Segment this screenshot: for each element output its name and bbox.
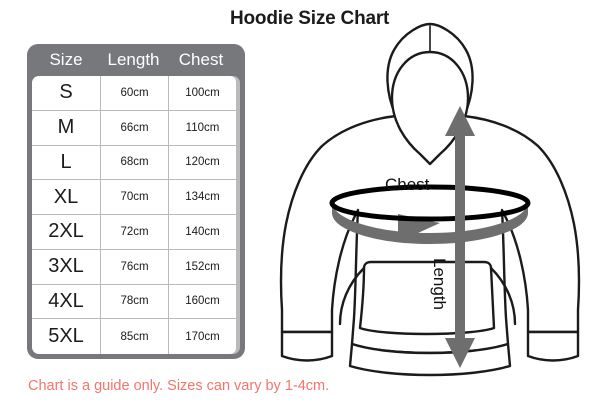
cell-chest: 160cm bbox=[169, 284, 236, 319]
chest-measure-indicator bbox=[329, 184, 531, 244]
length-arrow-head-top bbox=[445, 106, 475, 136]
length-measure-label: Length bbox=[430, 258, 449, 310]
cell-chest: 134cm bbox=[169, 180, 236, 214]
column-header-size: Size bbox=[49, 50, 83, 69]
cell-length: 68cm bbox=[101, 145, 168, 180]
table-row: M 66cm 110cm bbox=[32, 110, 240, 146]
cell-chest: 110cm bbox=[169, 110, 236, 145]
table-row: S 60cm 100cm bbox=[32, 76, 240, 111]
cell-size: 2XL bbox=[32, 215, 100, 249]
cell-chest: 100cm bbox=[169, 76, 236, 110]
cell-chest: 170cm bbox=[169, 319, 236, 354]
length-measure-indicator bbox=[445, 106, 475, 368]
cell-length: 60cm bbox=[101, 76, 168, 110]
cell-length: 66cm bbox=[101, 110, 168, 145]
pocket-right-opening bbox=[489, 266, 517, 326]
chest-ring-ellipse bbox=[329, 184, 531, 222]
kangaroo-pocket bbox=[358, 260, 496, 336]
cell-size: S bbox=[32, 76, 100, 110]
footnote-text: Chart is a guide only. Sizes can vary by… bbox=[28, 378, 330, 394]
cell-chest: 140cm bbox=[169, 215, 236, 249]
column-header-length: Length bbox=[107, 50, 160, 69]
table-row: L 68cm 120cm bbox=[32, 145, 240, 181]
hoodie-illustration bbox=[270, 18, 590, 378]
table-header-row: Size Length Chest bbox=[32, 44, 240, 76]
page-title: Hoodie Size Chart bbox=[230, 8, 390, 29]
length-arrow-head-bottom bbox=[445, 338, 475, 368]
cell-chest: 152cm bbox=[169, 249, 236, 284]
cell-size: 4XL bbox=[32, 284, 100, 319]
table-row: 2XL 72cm 140cm bbox=[32, 215, 240, 250]
pocket-left-opening bbox=[338, 266, 366, 326]
cell-size: XL bbox=[32, 180, 100, 214]
table-row: 5XL 85cm 170cm bbox=[32, 319, 240, 354]
cell-length: 70cm bbox=[101, 180, 168, 214]
length-arrow-shaft bbox=[455, 122, 465, 352]
cell-size: L bbox=[32, 145, 100, 180]
right-cuff bbox=[526, 330, 580, 362]
table-row: 4XL 78cm 160cm bbox=[32, 284, 240, 320]
cell-length: 72cm bbox=[101, 215, 168, 249]
column-header-chest: Chest bbox=[178, 50, 224, 69]
cell-chest: 120cm bbox=[169, 145, 236, 180]
cell-length: 85cm bbox=[101, 319, 168, 354]
size-table: Size Length Chest S 60cm 100cm M 66cm 11… bbox=[27, 44, 245, 359]
table-row: XL 70cm 134cm bbox=[32, 180, 240, 215]
cell-length: 78cm bbox=[101, 284, 168, 319]
cell-size: M bbox=[32, 110, 100, 145]
waistband bbox=[348, 342, 512, 377]
chest-ring-band bbox=[332, 202, 528, 244]
left-cuff bbox=[280, 330, 334, 362]
chest-measure-label: Chest bbox=[385, 175, 430, 194]
table-row: 3XL 76cm 152cm bbox=[32, 249, 240, 285]
table-body: S 60cm 100cm M 66cm 110cm L 68cm 120cm X… bbox=[32, 76, 240, 354]
cell-size: 3XL bbox=[32, 249, 100, 284]
cell-length: 76cm bbox=[101, 249, 168, 284]
cell-size: 5XL bbox=[32, 319, 100, 354]
